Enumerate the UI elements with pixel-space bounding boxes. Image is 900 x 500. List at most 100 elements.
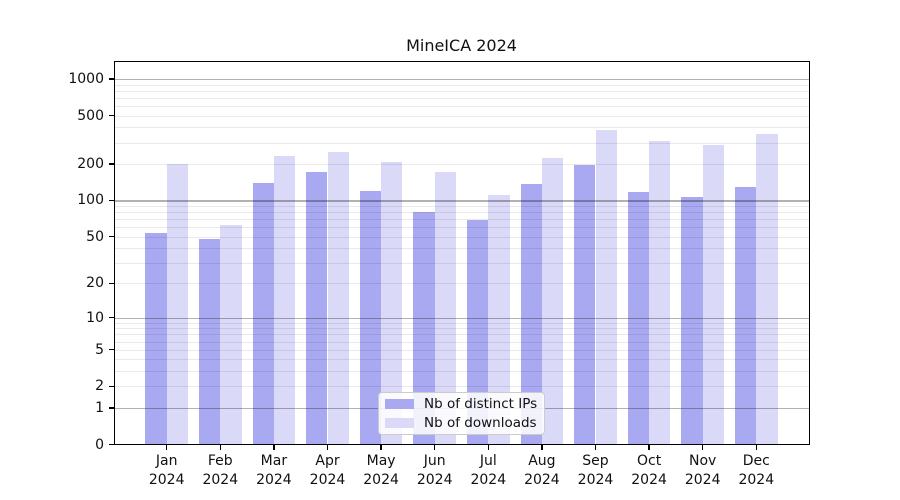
x-tick-month: May [366,452,396,469]
x-tick-mark [326,444,329,450]
bar-downloads [488,195,510,445]
legend-swatch-downloads [385,417,414,429]
bar-downloads [381,161,403,445]
y-tick-label: 200 [77,155,104,172]
x-tick-label: Oct 2024 [613,452,685,490]
bar-downloads [220,224,242,445]
y-tick-mark [108,385,114,388]
y-tick-mark [108,282,114,285]
y-tick-label: 500 [77,107,104,124]
y-tick-label: 20 [86,275,104,292]
x-tick-year: 2024 [524,471,560,488]
y-tick-mark [108,349,114,351]
x-tick-year: 2024 [684,471,721,488]
x-tick-mark [755,444,757,450]
bar-downloads [434,171,457,445]
x-tick-month: Dec [742,452,770,469]
legend-item-distinct-ips: Nb of distinct IPs [385,396,538,412]
x-tick-label: Jan 2024 [131,452,203,490]
x-tick-year: 2024 [416,471,453,488]
bar-downloads [702,144,725,445]
x-tick-mark [166,444,168,450]
y-tick-mark [108,443,114,446]
bar-distinct-ips [734,187,757,445]
x-tick-month: Feb [207,452,233,469]
x-tick-label: Apr 2024 [292,452,364,490]
bar-distinct-ips [198,238,221,445]
bars-layer [114,61,811,445]
y-tick-mark [108,235,114,238]
legend: Nb of distinct IPs Nb of downloads [378,392,545,435]
legend-swatch-ips [385,398,414,410]
bar-distinct-ips [306,171,328,445]
bar-distinct-ips [252,183,274,445]
bar-downloads [595,130,617,445]
x-tick-month: Oct [636,452,662,469]
x-tick-year: 2024 [148,471,185,488]
x-tick-month: Nov [689,452,717,469]
bar-distinct-ips [413,212,435,445]
bar-distinct-ips [574,164,596,445]
x-tick-label: Sep 2024 [560,452,632,490]
x-tick-mark [434,444,436,450]
y-tick-mark [108,114,114,117]
y-tick-label: 5 [95,341,104,358]
bar-downloads [649,140,671,445]
x-tick-year: 2024 [309,471,346,488]
x-tick-month: Mar [260,452,288,469]
x-tick-mark [648,444,650,450]
x-tick-mark [380,444,382,450]
bar-distinct-ips [681,197,703,445]
y-tick-label: 10 [86,309,104,326]
chart-title: MineICA 2024 [406,36,517,55]
x-tick-label: Mar 2024 [238,452,310,490]
y-tick-mark [108,78,114,80]
bar-downloads [273,156,296,445]
x-tick-month: Jun [423,452,446,469]
x-tick-label: Aug 2024 [506,452,578,490]
y-tick-label: 100 [77,192,104,209]
x-tick-year: 2024 [363,471,399,488]
x-tick-label: Dec 2024 [720,452,792,490]
bar-downloads [166,163,189,445]
bar-downloads [327,152,349,445]
y-tick-mark [108,163,114,165]
bar-distinct-ips [359,190,382,445]
legend-item-downloads: Nb of downloads [385,415,538,431]
y-tick-label: 50 [86,228,104,245]
x-tick-mark [219,444,221,450]
y-tick-label: 1000 [68,71,104,88]
x-tick-label: Jun 2024 [399,452,471,490]
x-tick-month: Sep [582,452,609,469]
x-tick-mark [702,444,704,450]
x-tick-month: Aug [528,452,556,469]
y-tick-label: 0 [95,436,104,453]
bar-distinct-ips [145,232,167,445]
x-tick-label: Jul 2024 [452,452,524,490]
x-tick-year: 2024 [738,471,775,488]
bar-distinct-ips [520,183,542,445]
x-tick-month: Jul [479,452,497,469]
y-tick-label: 2 [95,378,104,395]
x-tick-month: Apr [315,452,340,469]
plot-area [113,60,811,445]
x-tick-year: 2024 [202,471,239,488]
x-tick-mark [487,444,489,450]
x-tick-year: 2024 [631,471,667,488]
x-tick-mark [541,444,543,450]
x-tick-mark [594,444,597,450]
bar-downloads [756,133,778,445]
x-tick-year: 2024 [577,471,614,488]
x-tick-label: Feb 2024 [184,452,256,490]
x-tick-year: 2024 [470,471,507,488]
bar-downloads [541,157,564,445]
legend-label: Nb of distinct IPs [424,396,538,412]
y-tick-mark [108,407,114,409]
y-tick-mark [108,199,114,202]
x-tick-year: 2024 [256,471,292,488]
x-tick-label: May 2024 [345,452,417,490]
x-tick-label: Nov 2024 [667,452,739,490]
legend-label: Nb of downloads [424,415,537,431]
y-tick-mark [108,316,114,319]
